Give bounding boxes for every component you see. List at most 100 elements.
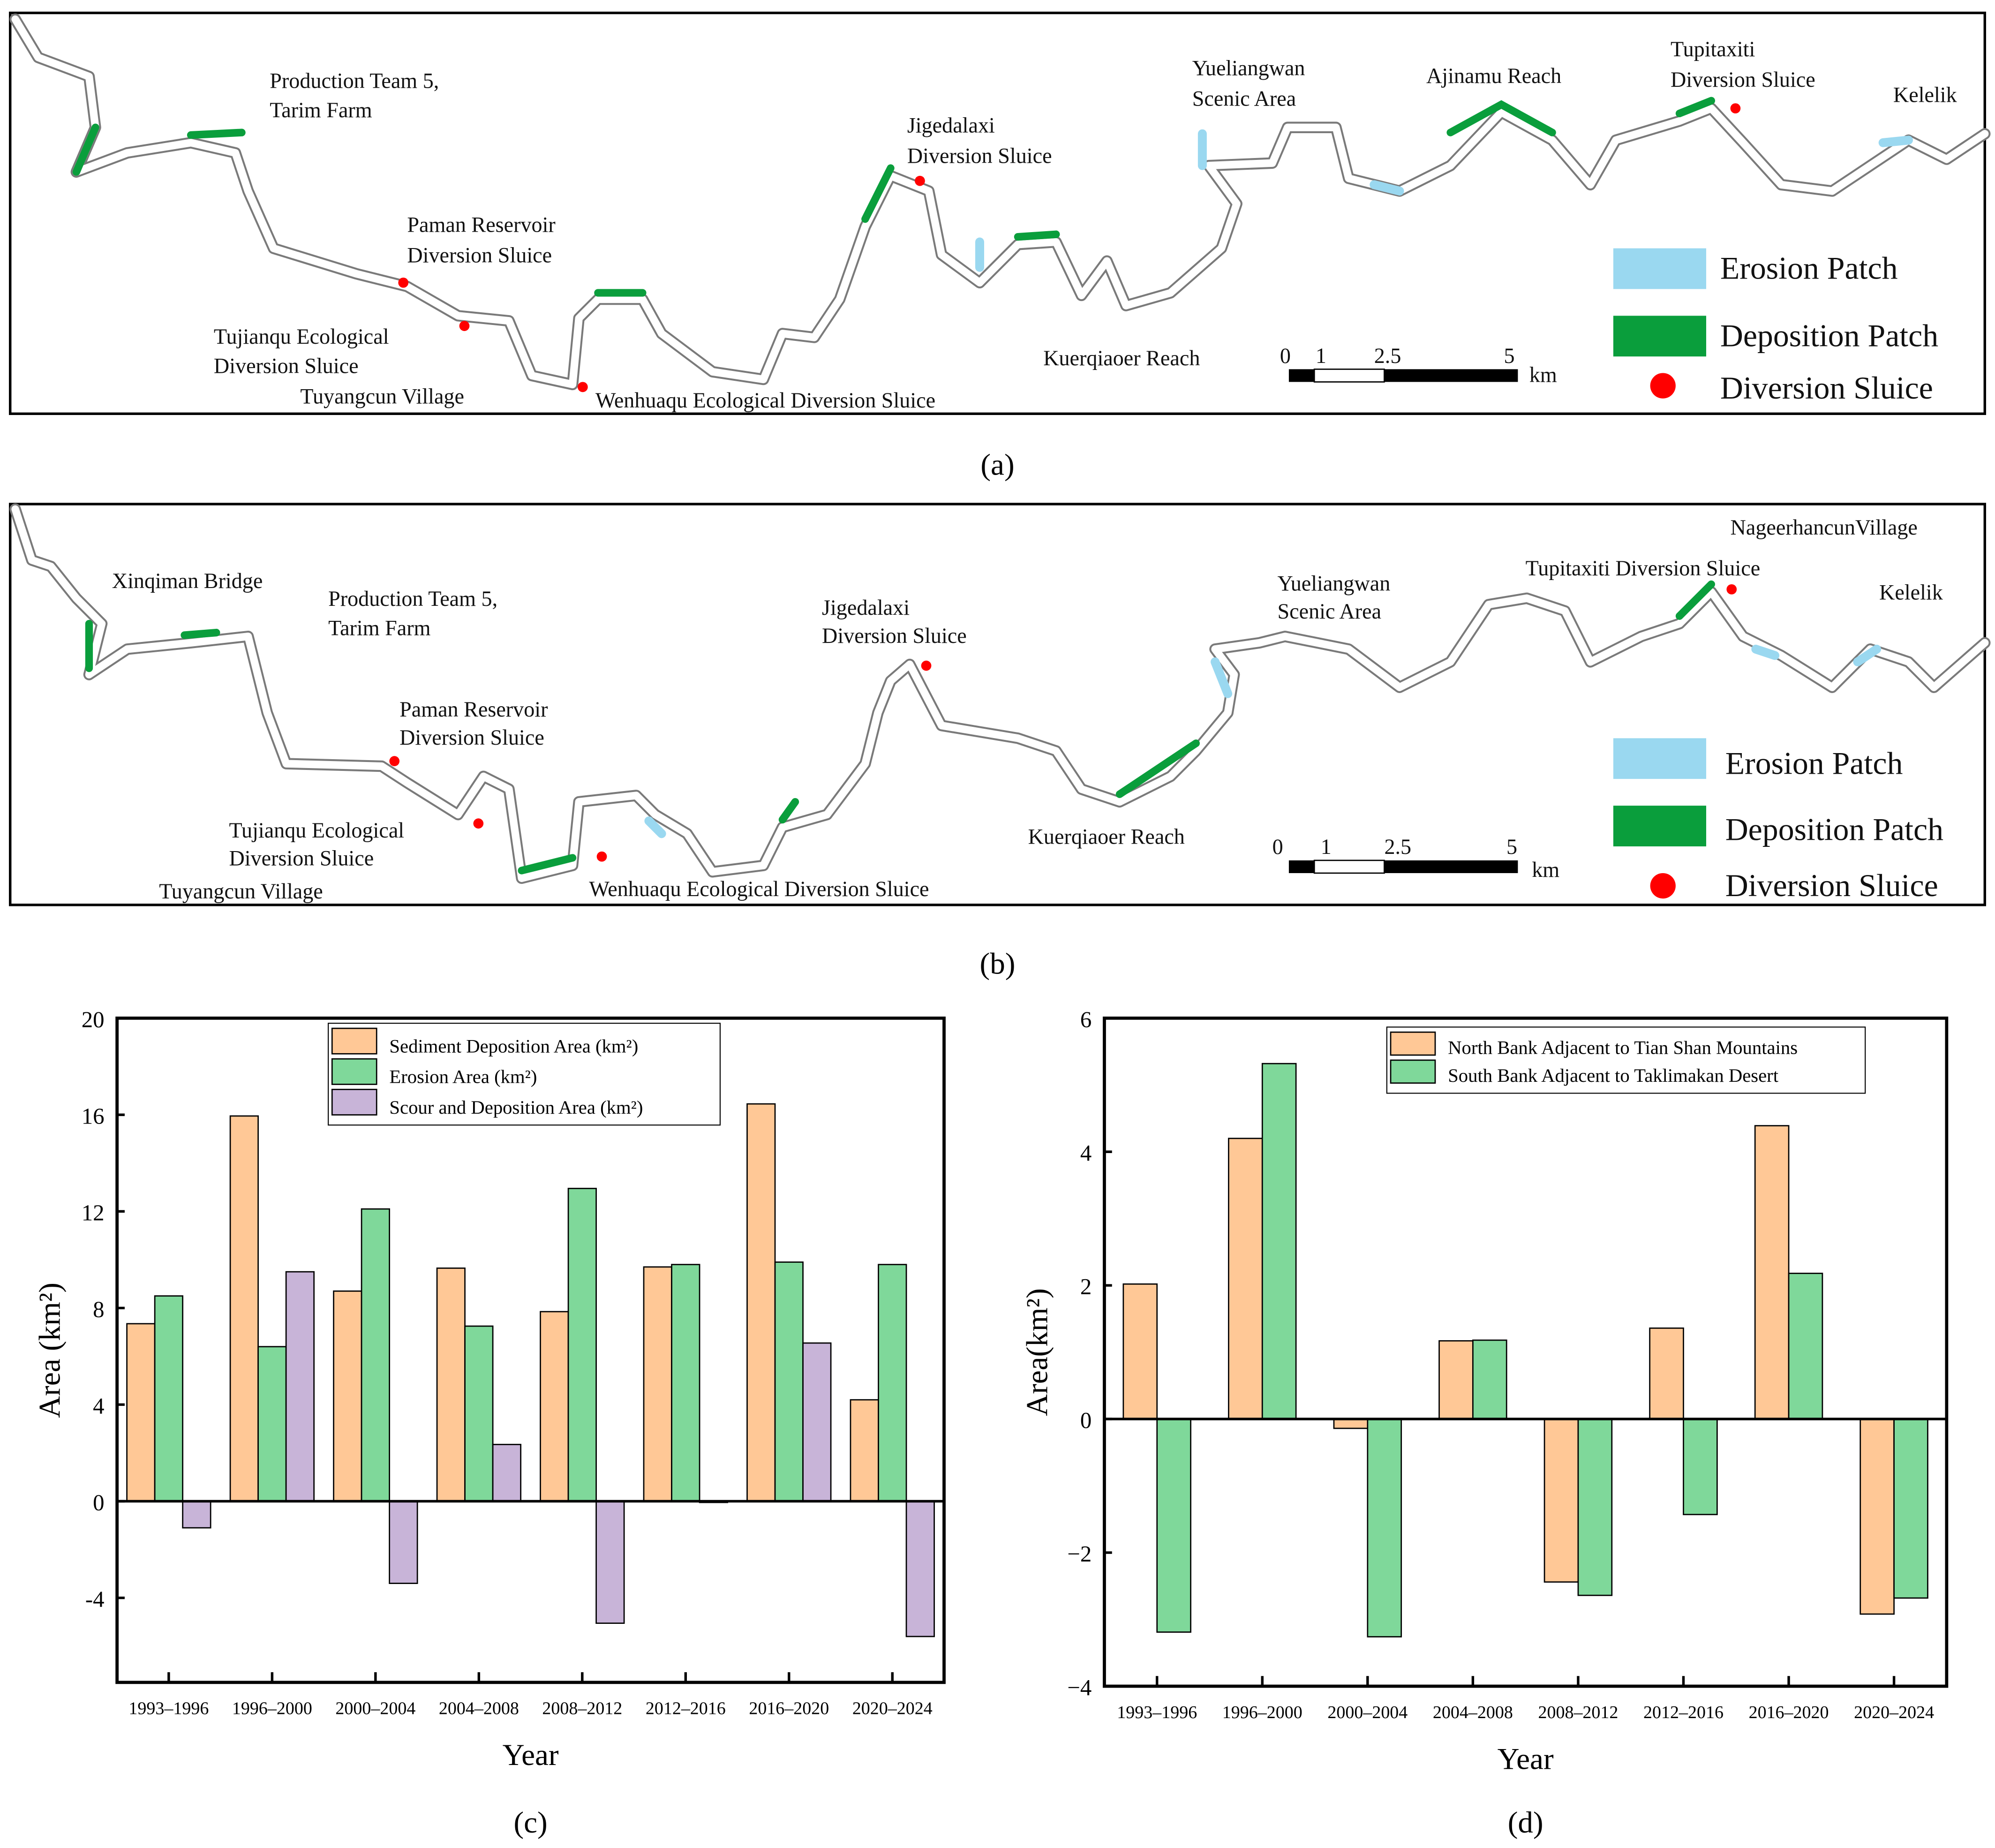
- bar-1: [878, 1264, 907, 1502]
- x-axis-title: Year: [1498, 1742, 1554, 1776]
- y-tick-label: 12: [82, 1199, 105, 1225]
- bar-2: [595, 1501, 625, 1624]
- legend-erosion: Erosion Patch: [1720, 251, 1898, 286]
- deposition-patch: [1675, 580, 1715, 620]
- label: NageerhancunVillage: [1731, 515, 1918, 539]
- sluice-swatch: [1650, 373, 1676, 399]
- bar-0: [1122, 1283, 1158, 1420]
- bar-1: [257, 1346, 287, 1502]
- deposition-patch: [72, 123, 99, 176]
- scale-unit: km: [1532, 858, 1559, 882]
- bar-1: [1577, 1418, 1613, 1596]
- legend-label: North Bank Adjacent to Tian Shan Mountai…: [1448, 1037, 1798, 1058]
- erosion-swatch: [1613, 248, 1707, 289]
- bar-0: [850, 1399, 879, 1502]
- label: Tujianqu Ecological: [229, 818, 404, 842]
- deposition-swatch: [1613, 806, 1707, 846]
- label: Diversion Sluice: [214, 354, 359, 377]
- scale-tick: 0: [1280, 344, 1291, 368]
- label: Paman Reservoir: [407, 212, 555, 236]
- deposition-patch: [181, 628, 220, 639]
- label: Tupitaxiti Diversion Sluice: [1526, 556, 1761, 580]
- legend-swatch: [331, 1088, 377, 1116]
- map-panel-b: Xinqiman Bridge Production Team 5, Tarim…: [8, 503, 1991, 906]
- scale-tick: 1: [1321, 835, 1332, 859]
- label: Production Team 5,: [270, 69, 439, 93]
- legend-erosion: Erosion Patch: [1725, 746, 1903, 781]
- bar-2: [182, 1501, 211, 1529]
- label: Tarim Farm: [328, 616, 430, 640]
- label: Diversion Sluice: [399, 725, 544, 749]
- x-tick-label: 1996–2000: [1222, 1703, 1302, 1722]
- scale-tick: 2.5: [1374, 344, 1401, 368]
- erosion-patch: [644, 816, 666, 838]
- scale-unit: km: [1529, 362, 1557, 386]
- chart-caption: (c): [513, 1806, 547, 1840]
- deposition-patch: [1014, 230, 1060, 241]
- label: Diversion Sluice: [907, 144, 1052, 168]
- y-tick-label: 16: [82, 1103, 105, 1129]
- scale-tick: 0: [1272, 835, 1283, 859]
- bar-0: [229, 1115, 259, 1502]
- scale-tick: 1: [1316, 344, 1326, 368]
- bar-1: [671, 1264, 700, 1502]
- label: Wenhuaqu Ecological Diversion Sluice: [595, 388, 935, 412]
- scale-bar: 0 1 2.5 5 km: [1272, 835, 1560, 882]
- scale-tick: 2.5: [1384, 835, 1411, 859]
- deposition-patch: [1446, 100, 1556, 136]
- bar-0: [540, 1311, 569, 1502]
- bar-1: [361, 1208, 390, 1502]
- x-tick-label: 2000–2004: [1327, 1703, 1408, 1722]
- y-axis-title: Area(km²): [1020, 1288, 1054, 1416]
- y-axis-title: Area (km²): [33, 1282, 67, 1418]
- x-tick-label: 2016–2020: [1749, 1703, 1829, 1722]
- deposition-patch: [518, 854, 577, 875]
- label: Kuerqiaoer Reach: [1028, 825, 1185, 849]
- deposition-patch: [187, 128, 246, 139]
- chart-caption: (d): [1508, 1806, 1543, 1840]
- x-tick-label: 1993–1996: [1117, 1703, 1197, 1722]
- map-legend: Erosion Patch Deposition Patch Diversion…: [1613, 248, 1938, 406]
- legend-label: Scour and Deposition Area (km²): [389, 1097, 643, 1118]
- bar-1: [1367, 1418, 1402, 1637]
- x-tick-label: 2008–2012: [1538, 1703, 1618, 1722]
- deposition-patch: [1115, 739, 1200, 798]
- y-tick-label: 4: [93, 1393, 104, 1418]
- label: Diversion Sluice: [229, 846, 374, 870]
- bar-0: [1649, 1327, 1684, 1420]
- y-tick-label: −2: [1067, 1541, 1092, 1567]
- scale-tick: 5: [1506, 835, 1517, 859]
- legend-deposition: Deposition Patch: [1725, 812, 1943, 847]
- diversion-sluice-markers: [398, 103, 1741, 392]
- caption-a: (a): [980, 448, 1014, 482]
- label: Ajinamu Reach: [1426, 64, 1561, 88]
- label: Kuerqiaoer Reach: [1043, 346, 1200, 370]
- bar-0: [1754, 1125, 1790, 1420]
- legend-box: [328, 1023, 721, 1126]
- bar-0: [1228, 1138, 1263, 1420]
- bar-1: [154, 1295, 184, 1502]
- label: Jigedalaxi: [907, 113, 995, 137]
- scale-tick: 5: [1504, 344, 1515, 368]
- x-tick-label: 2020–2024: [852, 1699, 933, 1719]
- label: Yueliangwan: [1278, 572, 1391, 596]
- legend-swatch: [331, 1058, 377, 1085]
- label: Jigedalaxi: [822, 596, 910, 619]
- erosion-patch: [1370, 180, 1404, 196]
- deposition-patch: [778, 798, 799, 824]
- legend-sluice: Diversion Sluice: [1720, 370, 1933, 406]
- label: Kelelik: [1893, 83, 1957, 106]
- label: Scenic Area: [1192, 87, 1296, 111]
- x-tick-label: 1996–2000: [232, 1699, 312, 1719]
- label: Tuyangcun Village: [159, 879, 323, 903]
- y-tick-label: -4: [85, 1586, 105, 1612]
- label: Diversion Sluice: [1671, 68, 1815, 91]
- bar-0: [1438, 1340, 1474, 1420]
- bar-2: [389, 1501, 418, 1584]
- y-tick-label: 2: [1080, 1274, 1092, 1299]
- y-tick-label: −4: [1067, 1675, 1092, 1700]
- bar-0: [643, 1266, 672, 1502]
- chart-d: 6 4 2 0 −2 −4 1993–1996 1996–2000 2000–2004 2004–…: [1020, 1006, 1949, 1840]
- bar-1: [774, 1261, 804, 1502]
- bar-0: [436, 1267, 466, 1502]
